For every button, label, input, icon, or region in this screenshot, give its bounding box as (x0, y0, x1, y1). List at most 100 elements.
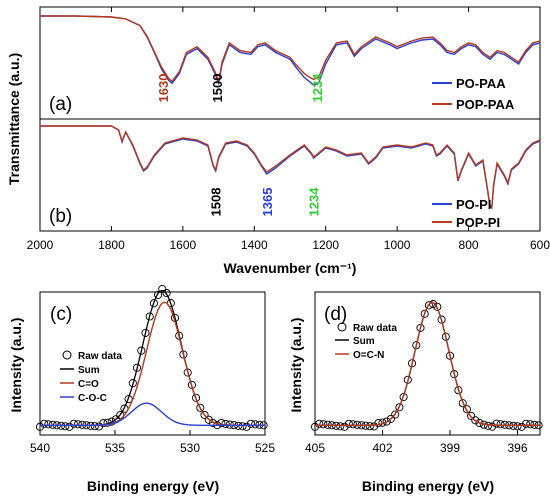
ftir-x-tick-label: 1400 (241, 238, 268, 252)
series-c=o-line (40, 301, 265, 426)
series-pop-pi-line (40, 125, 541, 209)
raw-data-point (458, 399, 467, 408)
xps-d-x-axis-label: Binding energy (eV) (362, 478, 494, 494)
legend-d-sum: Sum (353, 336, 375, 347)
panel-b-label: (b) (49, 206, 72, 227)
panel-b: 1508 1365 1234 (40, 125, 541, 217)
raw-data-point (336, 422, 345, 431)
raw-data-point (416, 323, 425, 332)
raw-data-point (513, 422, 522, 431)
raw-data-point (196, 403, 205, 412)
raw-data-point (483, 421, 493, 430)
xps-x-tick-label: 525 (255, 441, 275, 455)
legend-a: PO-PAA POP-PAA (432, 76, 515, 112)
ftir-x-ticks: 2000 1800 1600 1400 1200 1000 800 600 (27, 7, 550, 252)
xps-x-tick-label: 396 (507, 441, 527, 455)
xps-c-plot-frame (39, 291, 266, 436)
raw-data-point (145, 312, 154, 321)
peak-annotation-1234: 1234 (310, 73, 325, 103)
legend-b: PO-PI POP-PI (432, 197, 500, 230)
raw-data-point (424, 301, 433, 310)
legend-c-coc: C-O-C (78, 393, 107, 404)
peak-annotation-1508: 1508 (209, 188, 224, 217)
ftir-x-tick-label: 600 (530, 238, 550, 252)
ftir-x-axis-label: Wavenumber (cm⁻¹) (224, 260, 357, 276)
xps-x-tick-label: 540 (30, 441, 50, 455)
legend-b-po-pi: PO-PI (456, 197, 491, 212)
raw-data-point (420, 309, 429, 318)
panel-d: 405 402 399 396 (305, 300, 543, 455)
legend-c-raw-swatch (62, 350, 72, 360)
raw-data-point (471, 416, 480, 425)
raw-data-point (391, 410, 400, 419)
legend-a-pop-paa: POP-PAA (456, 97, 515, 112)
raw-data-point (433, 302, 442, 311)
raw-data-point (217, 418, 226, 428)
raw-data-point (445, 351, 455, 360)
raw-data-point (149, 299, 158, 308)
legend-c-co: C=O (78, 379, 99, 390)
raw-data-point (386, 414, 395, 423)
raw-data-point (365, 422, 374, 431)
raw-data-point (141, 328, 150, 337)
raw-data-point (395, 403, 404, 412)
raw-data-point (200, 410, 209, 419)
raw-data-point (65, 422, 74, 431)
xps-c-y-axis-label: Intensity (a.u.) (8, 318, 24, 413)
raw-data-point (454, 386, 463, 395)
legend-d-ocn: O=C-N (353, 350, 384, 361)
legend-b-pop-pi: POP-PI (456, 215, 500, 230)
legend-d-raw: Raw data (353, 323, 397, 334)
ftir-y-axis-label: Transmittance (a.u.) (6, 53, 22, 185)
xps-c-x-axis-label: Binding energy (eV) (87, 478, 219, 494)
raw-data-point (137, 346, 146, 355)
raw-data-point (412, 341, 421, 350)
legend-a-po-paa: PO-PAA (456, 76, 506, 91)
raw-data-point (450, 370, 459, 379)
raw-data-point (315, 419, 324, 428)
ftir-x-tick-label: 1600 (170, 238, 197, 252)
legend-c-sum: Sum (78, 365, 100, 376)
xps-d-plot-frame (314, 291, 541, 436)
raw-data-point (40, 419, 49, 428)
raw-data-point (348, 420, 358, 429)
panel-d-label: (d) (324, 304, 347, 325)
xps-x-tick-label: 405 (305, 441, 325, 455)
raw-data-point (488, 422, 497, 431)
raw-data-point (467, 411, 476, 420)
panel-a: 1630 1500 1234 (40, 15, 541, 103)
ftir-x-tick-label: 1800 (98, 238, 125, 252)
peak-annotation-1500: 1500 (210, 74, 225, 103)
xps-x-tick-label: 530 (180, 441, 200, 455)
ftir-x-tick-label: 1000 (384, 238, 411, 252)
ftir-x-tick-label: 1200 (312, 238, 339, 252)
raw-data-point (344, 419, 353, 428)
panel-c: 540 535 530 525 (30, 284, 275, 455)
panel-c-label: (c) (50, 304, 72, 325)
ftir-x-tick-label: 2000 (27, 238, 54, 252)
raw-data-point (246, 419, 255, 428)
raw-data-point (162, 289, 171, 298)
raw-data-point (492, 419, 501, 428)
series-c-o-c-line (40, 402, 265, 426)
peak-annotation-1234: 1234 (307, 187, 322, 217)
xps-d-y-axis-label: Intensity (a.u.) (288, 318, 304, 413)
raw-data-point (521, 419, 530, 428)
legend-d-raw-swatch (337, 322, 347, 332)
raw-data-point (99, 419, 108, 428)
legend-d: Raw data Sum O=C-N (335, 322, 397, 361)
series-sum-line (315, 301, 540, 426)
raw-data-point (251, 420, 260, 429)
raw-data-point (192, 393, 201, 402)
raw-data-point (319, 420, 328, 429)
panel-a-label: (a) (49, 94, 72, 115)
raw-data-point (90, 422, 99, 431)
raw-data-point (44, 420, 53, 429)
raw-data-point (154, 290, 163, 299)
ftir-x-tick-label: 800 (459, 238, 479, 252)
raw-data-point (517, 422, 526, 431)
raw-data-point (526, 420, 535, 429)
raw-data-point (158, 284, 167, 294)
xps-x-tick-label: 399 (440, 441, 460, 455)
xps-x-tick-label: 402 (372, 441, 392, 455)
